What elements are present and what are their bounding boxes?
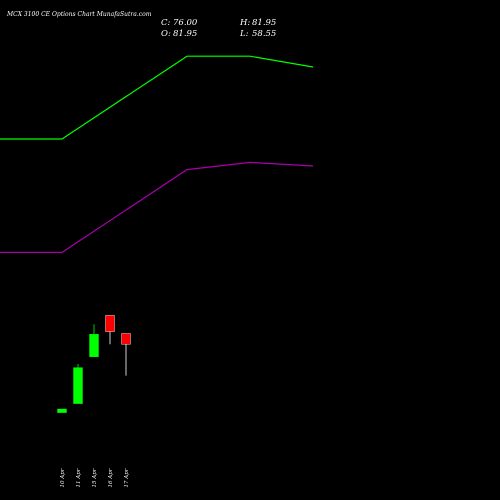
low-label: L:: [239, 29, 249, 39]
close-label: C:: [161, 18, 171, 28]
candle-body: [121, 333, 131, 345]
low-value: 58.55: [252, 29, 276, 39]
candles: [57, 315, 131, 413]
x-tick-label: 10 Apr: [60, 468, 66, 487]
candle-body: [105, 315, 115, 332]
lower-band-line: [0, 161, 314, 253]
x-tick-label: 11 Apr: [76, 468, 82, 487]
x-axis-ticks: 10 Apr 11 Apr 15 Apr 16 Apr 17 Apr: [60, 468, 130, 487]
high-label: H:: [239, 18, 250, 28]
high-value: 81.95: [252, 18, 276, 28]
upper-band-line: [0, 55, 314, 140]
band-lines: [0, 55, 314, 253]
x-tick-label: 16 Apr: [108, 468, 114, 487]
close-value: 76.00: [173, 18, 198, 28]
x-tick-label: 17 Apr: [124, 468, 130, 487]
open-value: 81.95: [173, 29, 197, 39]
candle-body: [73, 367, 83, 404]
open-label: O:: [161, 29, 171, 39]
candle-body: [57, 408, 67, 413]
x-tick-label: 15 Apr: [92, 468, 98, 487]
candle-body: [89, 334, 99, 357]
chart-title: MCX 3100 CE Options Chart MunafaSutra.co…: [6, 11, 152, 18]
